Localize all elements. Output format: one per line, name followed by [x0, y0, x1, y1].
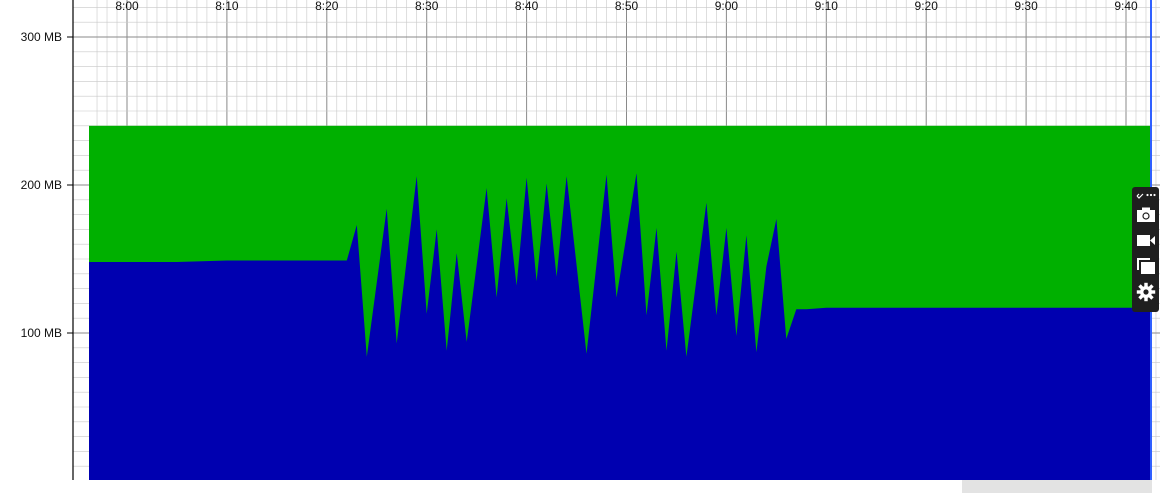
x-tick-label: 8:00 [115, 0, 139, 13]
chart-toolbar [1132, 187, 1159, 312]
x-tick-label: 8:10 [215, 0, 239, 13]
link-icon[interactable] [1136, 191, 1144, 199]
x-tick-label: 8:40 [515, 0, 539, 13]
x-tick-label: 9:30 [1014, 0, 1038, 13]
copy-icon [1136, 258, 1155, 274]
y-tick-label: 300 MB [21, 30, 62, 44]
series-blue-area [89, 173, 1150, 480]
x-tick-label: 9:00 [715, 0, 739, 13]
more-icon[interactable] [1145, 193, 1156, 197]
x-tick-label: 8:50 [615, 0, 639, 13]
y-tick-label: 200 MB [21, 178, 62, 192]
horizontal-scrollbar[interactable] [962, 480, 1152, 493]
record-button[interactable] [1132, 227, 1159, 253]
label-layer: 300 MB 200 MB 100 MB 8:00 8:10 8:20 8:30 8:40 8:… [21, 0, 1138, 340]
gear-icon [1136, 282, 1155, 302]
x-tick-label: 8:20 [315, 0, 339, 13]
video-icon [1136, 234, 1155, 246]
camera-icon [1136, 207, 1155, 222]
screenshot-button[interactable] [1132, 201, 1159, 227]
toolbar-top-row [1132, 189, 1159, 201]
settings-button[interactable] [1132, 279, 1159, 305]
axis-layer [67, 0, 74, 480]
copy-button[interactable] [1132, 253, 1159, 279]
x-tick-label: 9:10 [815, 0, 839, 13]
x-tick-label: 9:20 [915, 0, 939, 13]
y-tick-label: 100 MB [21, 326, 62, 340]
x-tick-label: 8:30 [415, 0, 439, 13]
x-tick-label: 9:40 [1114, 0, 1138, 13]
series-layer [89, 0, 1152, 481]
